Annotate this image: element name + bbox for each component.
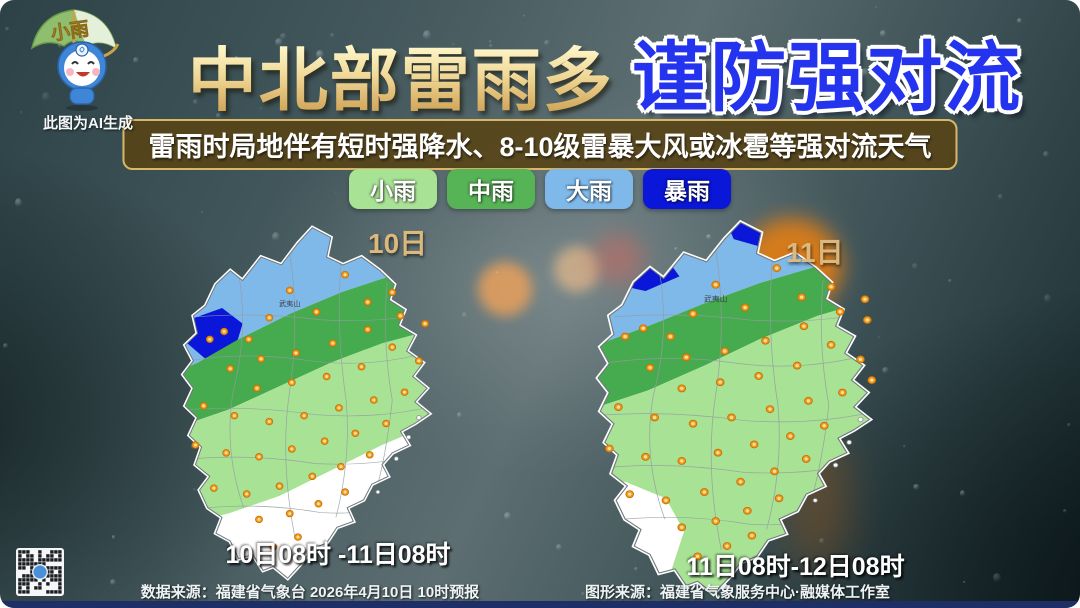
offshore-islands [812,416,864,503]
legend-item-0: 小雨 [349,169,437,209]
offshore-islands [375,415,422,495]
legend: 小雨 中雨 大雨 暴雨 [0,169,1080,209]
legend-item-2: 大雨 [545,169,633,209]
graphic-source-text: 图形来源：福建省气象服务中心·融媒体工作室 [585,584,890,601]
map-right-caption: 11日08时-12日08时 [686,553,905,581]
city-markers [191,270,429,551]
ai-generated-note: 此图为AI生成 [42,115,133,132]
map-forecast-day2: 武夷山 [595,219,877,597]
mascot-character: 小雨 [30,9,120,111]
qr-code [16,548,64,596]
legend-item-1: 中雨 [447,169,535,209]
legend-item-3: 暴雨 [643,169,731,209]
band-mid-rain [183,259,430,440]
city-label: 武夷山 [704,294,728,304]
bokeh-light [478,262,532,316]
subtitle-banner: 雷雨时局地伴有短时强降水、8-10级雷暴大风或冰雹等强对流天气 [122,119,958,170]
map-left-day-label: 10日 [368,228,428,259]
map-left-caption: 10日08时 -11日08时 [225,541,451,569]
title-main: 中北部雷雨多 [187,42,614,119]
umbrella-icon: 小雨 [30,9,118,70]
data-source-text: 数据来源：福建省气象台 2026年4月10日 10时预报 [140,584,480,601]
bottom-accent-strip [0,601,1080,608]
mascot-body [57,41,120,111]
headline: 中北部雷雨多 谨防强对流 [140,16,1070,126]
city-label: 武夷山 [279,299,300,308]
map-forecast-day1: 武夷山 [180,225,433,581]
title-warning: 谨防强对流 [632,36,1023,121]
map-right-day-label: 11日 [786,237,844,268]
